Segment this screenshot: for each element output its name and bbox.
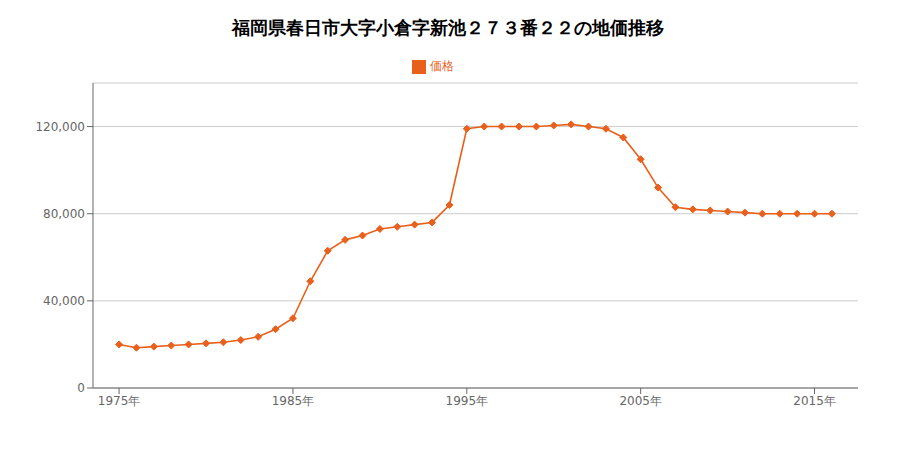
svg-text:1995年: 1995年 (446, 394, 489, 408)
svg-text:120,000: 120,000 (35, 120, 85, 134)
svg-text:80,000: 80,000 (43, 207, 85, 221)
svg-text:1975年: 1975年 (98, 394, 141, 408)
svg-text:0: 0 (77, 381, 85, 395)
svg-text:2005年: 2005年 (619, 394, 662, 408)
html-text:福岡県春日市大字小倉字新池２７３番２２の地価推移: 福岡県春日市大字小倉字新池２７３番２２の地価推移 (232, 17, 664, 38)
html-text:価格: 価格 (430, 59, 454, 73)
svg-text:2015年: 2015年 (793, 394, 836, 408)
svg-text:1985年: 1985年 (272, 394, 315, 408)
svg-text:40,000: 40,000 (43, 294, 85, 308)
